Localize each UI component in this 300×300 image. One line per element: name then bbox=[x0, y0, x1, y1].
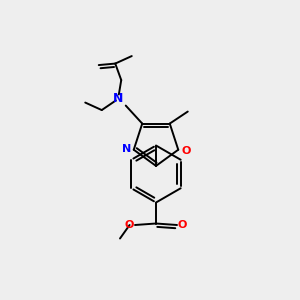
Text: O: O bbox=[181, 146, 190, 156]
Text: O: O bbox=[178, 220, 187, 230]
Text: N: N bbox=[113, 92, 123, 105]
Text: O: O bbox=[125, 220, 134, 230]
Text: N: N bbox=[122, 144, 131, 154]
